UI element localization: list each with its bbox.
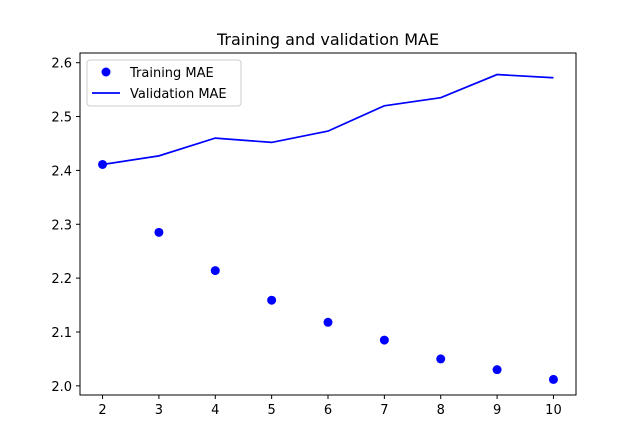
data-point-training-mae [379,335,389,345]
x-tick-label: 4 [211,403,219,418]
y-tick-label: 2.1 [51,326,72,341]
data-point-training-mae [436,354,446,364]
x-tick-label: 8 [437,403,445,418]
x-tick-label: 3 [155,403,163,418]
data-point-training-mae [267,295,277,305]
x-tick-label: 2 [98,403,106,418]
x-tick-label: 5 [267,403,275,418]
data-point-training-mae [154,227,164,237]
data-point-training-mae [492,365,502,375]
legend-marker-training [101,67,111,77]
y-axis: 2.0 2.1 2.2 2.3 2.4 2.5 2.6 [51,57,80,395]
y-tick-label: 2.3 [51,218,72,233]
series-layer [98,73,558,384]
x-tick-label: 9 [493,403,501,418]
y-tick-label: 2.2 [51,272,72,287]
x-tick-label: 10 [545,403,562,418]
y-tick-label: 2.5 [51,111,72,126]
chart-title: Training and validation MAE [216,30,439,49]
legend-label-validation: Validation MAE [130,87,227,102]
y-tick-label: 2.6 [51,57,72,72]
data-point-training-mae [323,317,333,327]
y-tick-label: 2.0 [51,380,72,395]
x-tick-label: 6 [324,403,332,418]
data-point-training-mae [548,374,558,384]
x-tick-label: 7 [380,403,388,418]
y-tick-label: 2.4 [51,164,72,179]
legend-label-training: Training MAE [129,66,214,81]
series-line-validation-mae [102,73,554,166]
x-axis: 2 3 4 5 6 7 8 9 10 [98,395,562,418]
data-point-training-mae [210,266,220,276]
legend: Training MAE Validation MAE [86,59,242,107]
legend-box [86,59,242,107]
